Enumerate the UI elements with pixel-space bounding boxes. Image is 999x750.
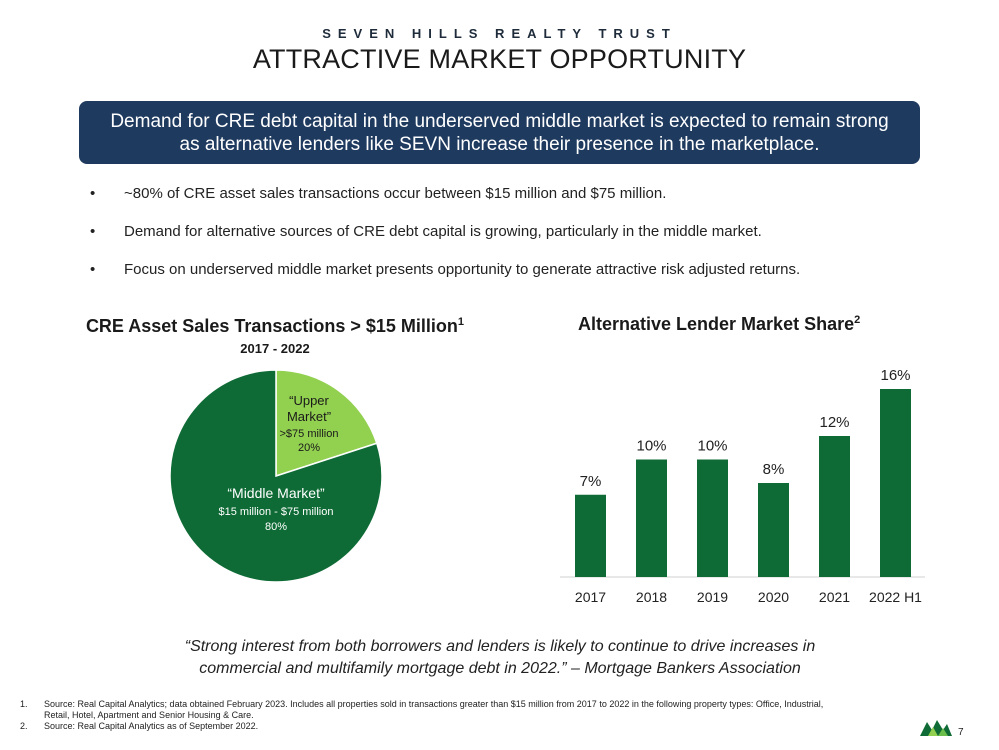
footnote-text: Source: Real Capital Analytics; data obt… (44, 699, 824, 720)
key-message-banner: Demand for CRE debt capital in the under… (79, 101, 920, 164)
middle-market-percent: 80% (265, 521, 287, 533)
bar-chart: 7% 2017 10% 2018 10% 2019 8% 2020 12% 2021 16% 2022… (560, 367, 925, 605)
bar-chart-title: Alternative Lender Market Share2 (578, 314, 860, 335)
quote-line-2: commercial and multifamily mortgage debt… (199, 660, 801, 677)
footnote-number: 1. (20, 699, 28, 709)
bar-chart-title-text: Alternative Lender Market Share (578, 314, 855, 334)
footnote-item: 1. Source: Real Capital Analytics; data o… (20, 699, 840, 721)
company-logo-icon (920, 720, 952, 736)
bar-value-label: 12% (819, 414, 849, 431)
footnote-number: 2. (20, 721, 28, 731)
bullet-text: Demand for alternative sources of CRE de… (124, 223, 762, 240)
pie-slice-upper-market (275, 369, 378, 478)
pie-chart-footnote-marker: 1 (457, 316, 465, 328)
company-name: SEVEN HILLS REALTY TRUST (322, 26, 677, 41)
pie-chart-title-text: CRE Asset Sales Transactions > $15 Milli… (85, 316, 458, 336)
upper-market-name-line1: “Upper (289, 393, 329, 408)
bar-value-label: 7% (580, 473, 602, 490)
x-axis-tick-label: 2020 (758, 589, 789, 605)
bar-2022-h1 (880, 389, 911, 577)
bar-value-label: 10% (636, 438, 666, 455)
middle-market-range: $15 million - $75 million (219, 506, 334, 518)
bullet-item: • Focus on underserved middle market pres… (90, 260, 800, 298)
bullet-text: ~80% of CRE asset sales transactions occ… (124, 185, 667, 202)
page-number: 7 (958, 727, 964, 738)
pie-chart-subtitle: 2017 - 2022 (240, 341, 310, 356)
bar-2019 (697, 459, 728, 577)
x-axis-tick-label: 2018 (636, 589, 667, 605)
bar-2018 (636, 459, 667, 577)
pie-chart: “Upper Market” >$75 million 20% “Middle … (169, 369, 383, 583)
upper-market-range: >$75 million (279, 428, 338, 440)
footnote-item: 2. Source: Real Capital Analytics as of S… (20, 721, 840, 732)
footnotes: 1. Source: Real Capital Analytics; data o… (20, 699, 840, 732)
bar-2021 (819, 436, 850, 577)
banner-text: Demand for CRE debt capital in the under… (110, 110, 889, 155)
bar-2017 (575, 494, 606, 577)
bar-chart-footnote-marker: 2 (854, 314, 861, 326)
x-axis-tick-label: 2019 (697, 589, 728, 605)
bullet-dot-icon: • (90, 185, 96, 202)
upper-market-name-line2: Market” (287, 409, 331, 424)
pie-slice-middle-market (169, 369, 383, 583)
x-axis-tick-label: 2017 (575, 589, 606, 605)
x-axis-tick-label: 2022 H1 (869, 589, 922, 605)
bar-value-label: 8% (763, 461, 785, 478)
bullet-item: • ~80% of CRE asset sales transactions oc… (90, 184, 800, 222)
middle-market-name: “Middle Market” (227, 485, 325, 501)
bar-value-label: 10% (697, 438, 727, 455)
bullet-dot-icon: • (90, 261, 96, 278)
bar-2020 (758, 483, 789, 577)
industry-quote: “Strong interest from both borrowers and… (100, 636, 900, 680)
bullet-text: Focus on underserved middle market prese… (124, 261, 801, 278)
quote-line-1: “Strong interest from both borrowers and… (184, 638, 816, 655)
page-title: ATTRACTIVE MARKET OPPORTUNITY (252, 44, 747, 74)
x-axis-tick-label: 2021 (819, 589, 850, 605)
bar-value-label: 16% (880, 367, 910, 384)
bullet-item: • Demand for alternative sources of CRE d… (90, 222, 800, 260)
footnote-text: Source: Real Capital Analytics as of Sep… (44, 721, 259, 731)
pie-chart-title: CRE Asset Sales Transactions > $15 Milli… (60, 316, 490, 337)
bullet-dot-icon: • (90, 223, 96, 240)
upper-market-percent: 20% (298, 442, 320, 454)
bullet-list: • ~80% of CRE asset sales transactions oc… (90, 184, 800, 298)
